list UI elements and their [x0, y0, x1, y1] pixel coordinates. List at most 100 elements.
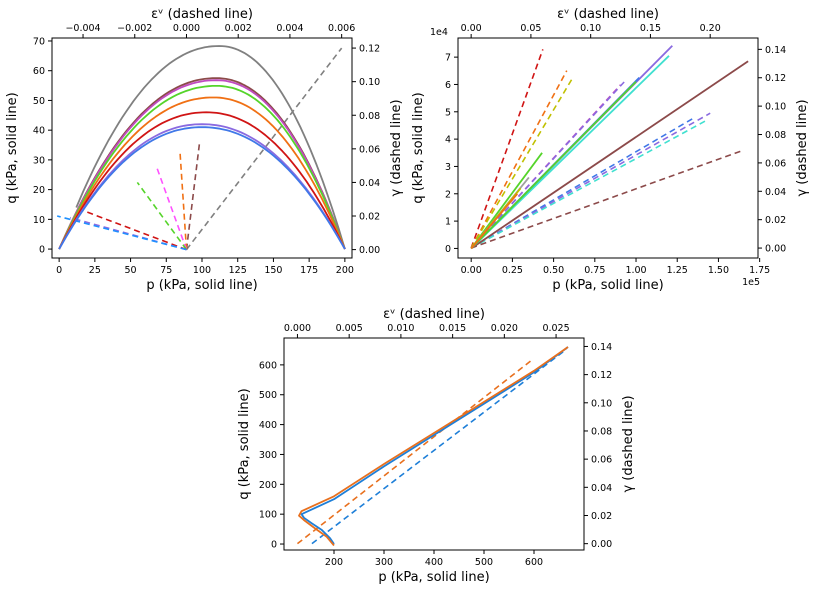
- ticks-layer: 0.00 0.25 0.50 0.75 1.00 1.25 1.50 1.75 0 1 2 3 4 5 6 7…: [445, 23, 786, 276]
- y-scale-factor: 1e4: [430, 27, 448, 38]
- x-tick-label: 400: [425, 557, 443, 568]
- right-tick-label: 0.02: [591, 511, 612, 522]
- y-tick-label: 6: [445, 80, 451, 91]
- y-axis-label: q (kPa, solid line): [5, 92, 20, 203]
- solid-series-6: [58, 111, 346, 250]
- x-tick-label: 75: [160, 265, 172, 276]
- right-tick-label: 0.02: [359, 212, 380, 223]
- y-tick-label: 3: [445, 162, 451, 173]
- solid-series-layer: [470, 45, 749, 250]
- ticks-layer: 0 25 50 75 100 125 150 175 200 0 10 20 30 40 50 60 70 −0.…: [33, 23, 380, 276]
- x-tick-label: 0.50: [543, 265, 564, 276]
- right-tick-label: 0.12: [765, 73, 786, 84]
- top-tick-label: 0.000: [284, 323, 311, 334]
- right-tick-label: 0.14: [765, 45, 786, 56]
- solid-series-2: [298, 346, 569, 547]
- x-axis-label: p (kPa, solid line): [146, 278, 257, 293]
- x-axis-label: p (kPa, solid line): [552, 278, 663, 293]
- y-tick-label: 600: [259, 360, 277, 371]
- dashed-series-8: [56, 215, 187, 251]
- solid-series-3: [58, 79, 346, 250]
- right-tick-label: 0.12: [591, 370, 612, 381]
- right-tick-label: 0.12: [359, 44, 380, 55]
- x-scale-factor: 1e5: [742, 277, 760, 288]
- dashed-series-2: [470, 70, 568, 249]
- dashed-series-1: [185, 47, 343, 251]
- top-tick-label: 0.10: [580, 23, 601, 34]
- y-tick-label: 7: [445, 53, 451, 64]
- right-tick-label: 0.06: [591, 455, 612, 466]
- y-tick-label: 0: [39, 245, 45, 256]
- y-tick-label: 60: [33, 66, 45, 77]
- top-tick-label: 0.000: [173, 23, 200, 34]
- plot-frame: [457, 37, 759, 259]
- right-axis-label: γ (dashed line): [621, 395, 636, 492]
- x-tick-label: 500: [475, 557, 493, 568]
- y-tick-label: 400: [259, 420, 277, 431]
- dashed-series-1: [470, 49, 544, 249]
- y-tick-label: 10: [33, 215, 45, 226]
- x-axis-label: p (kPa, solid line): [378, 570, 489, 585]
- solid-series-7: [58, 123, 346, 250]
- top-tick-label: 0.20: [700, 23, 721, 34]
- right-axis-label: γ (dashed line): [795, 99, 810, 196]
- x-tick-label: 1.25: [667, 265, 688, 276]
- panel-3: 200 300 400 500 600 0 100 200 300 400 500 600 0.000 0…: [237, 307, 636, 585]
- x-tick-label: 0.75: [584, 265, 605, 276]
- right-tick-label: 0.10: [591, 398, 612, 409]
- top-axis-label: εᵛ (dashed line): [151, 7, 253, 22]
- y-tick-label: 70: [33, 36, 45, 47]
- top-tick-label: 0.002: [225, 23, 252, 34]
- top-tick-label: 0.015: [439, 323, 466, 334]
- solid-series-1: [470, 60, 749, 250]
- dashed-series-2: [296, 359, 532, 545]
- x-tick-label: 1.00: [625, 265, 646, 276]
- top-tick-label: 0.020: [491, 323, 518, 334]
- y-tick-label: 100: [259, 510, 277, 521]
- top-axis-label: εᵛ (dashed line): [383, 307, 485, 322]
- x-tick-label: 50: [125, 265, 137, 276]
- dashed-series-8: [470, 119, 707, 249]
- x-tick-label: 200: [325, 557, 343, 568]
- right-axis-label: γ (dashed line): [389, 99, 404, 196]
- right-tick-label: 0.04: [359, 178, 380, 189]
- top-tick-label: 0.005: [336, 323, 363, 334]
- x-tick-label: 1.50: [708, 265, 729, 276]
- dashed-series-9: [470, 149, 744, 249]
- dashed-series-4: [155, 167, 188, 250]
- y-tick-label: 1: [445, 217, 451, 228]
- dashed-series-2: [185, 143, 201, 250]
- right-tick-label: 0.08: [359, 111, 380, 122]
- x-tick-label: 125: [229, 265, 247, 276]
- top-tick-label: 0.15: [640, 23, 661, 34]
- top-tick-label: 0.006: [328, 23, 355, 34]
- dashed-series-7: [69, 216, 187, 251]
- right-tick-label: 0.10: [765, 102, 786, 113]
- solid-series-4: [58, 85, 346, 250]
- dashed-series-3: [470, 77, 574, 249]
- dashed-series-layer: [296, 348, 567, 545]
- right-tick-label: 0.04: [591, 483, 612, 494]
- top-tick-label: 0.010: [387, 323, 414, 334]
- dashed-series-layer: [56, 47, 343, 251]
- y-tick-label: 200: [259, 480, 277, 491]
- right-tick-label: 0.04: [765, 187, 786, 198]
- y-tick-label: 0: [271, 540, 277, 551]
- right-tick-label: 0.14: [591, 342, 612, 353]
- right-tick-label: 0.00: [359, 245, 380, 256]
- x-tick-label: 0.00: [461, 265, 482, 276]
- x-tick-label: 200: [336, 265, 354, 276]
- y-axis-label: q (kPa, solid line): [411, 92, 426, 203]
- x-tick-label: 100: [193, 265, 211, 276]
- y-tick-label: 0: [445, 244, 451, 255]
- y-tick-label: 40: [33, 126, 45, 137]
- x-tick-label: 600: [525, 557, 543, 568]
- solid-series-1: [300, 346, 569, 545]
- dashed-series-3: [179, 152, 188, 250]
- x-tick-label: 300: [375, 557, 393, 568]
- dashed-series-layer: [470, 49, 744, 249]
- y-axis-label: q (kPa, solid line): [237, 388, 252, 499]
- solid-series-layer: [58, 45, 346, 250]
- x-tick-label: 25: [89, 265, 101, 276]
